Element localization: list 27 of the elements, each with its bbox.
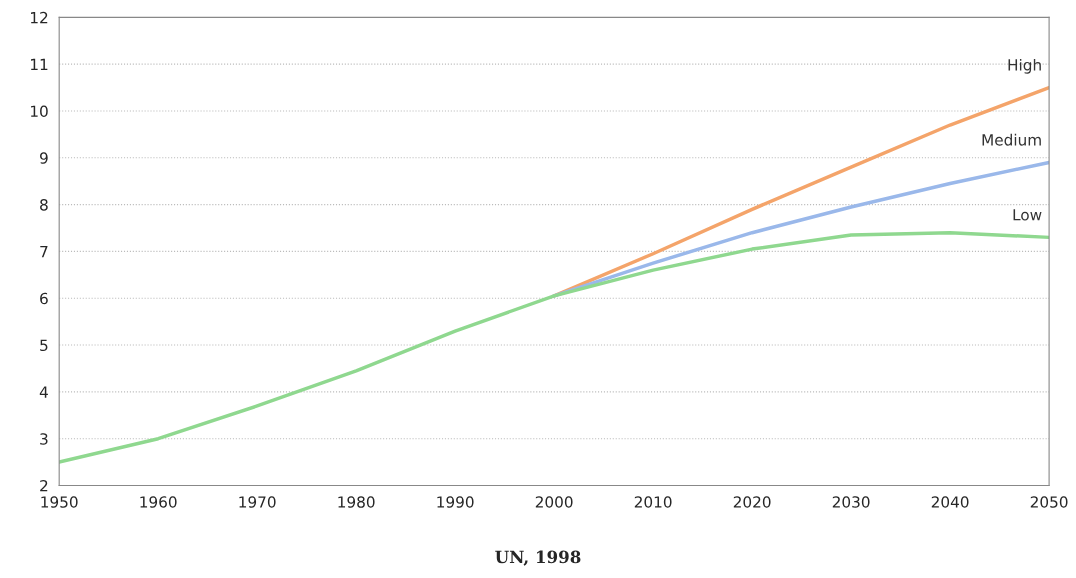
y-tick-label: 12 (31, 11, 48, 24)
x-tick-label: 2010 (634, 496, 672, 508)
y-tick-label: 5 (40, 339, 48, 352)
series-label: Medium (982, 133, 1041, 146)
y-tick-label: 4 (39, 386, 48, 398)
x-tick-label: 1960 (140, 496, 177, 508)
y-tick-label: 8 (40, 199, 48, 211)
x-tick-label: 1950 (41, 496, 78, 508)
y-tick-label: 3 (40, 433, 48, 445)
x-tick-label: 2050 (1030, 496, 1068, 508)
y-tick-label: 6 (40, 292, 48, 305)
y-tick-label: 9 (40, 152, 48, 164)
x-tick-label: 1990 (437, 496, 474, 508)
y-tick-label: 7 (40, 246, 48, 258)
x-tick-label: 2000 (535, 496, 573, 508)
x-tick-label: 2020 (733, 496, 771, 508)
line-series (59, 230, 1050, 464)
text: UN, 1998 (495, 550, 581, 566)
y-tick-label: 10 (31, 105, 48, 117)
series-label: Low (1013, 209, 1042, 221)
series-label: High (1008, 58, 1041, 74)
x-tick-label: 1980 (338, 496, 375, 508)
y-tick-label: 11 (31, 58, 48, 70)
x-tick-label: 2030 (832, 496, 870, 508)
x-tick-label: 1970 (239, 496, 276, 508)
x-tick-label: 2040 (931, 496, 969, 508)
y-tick-label: 2 (40, 479, 48, 492)
